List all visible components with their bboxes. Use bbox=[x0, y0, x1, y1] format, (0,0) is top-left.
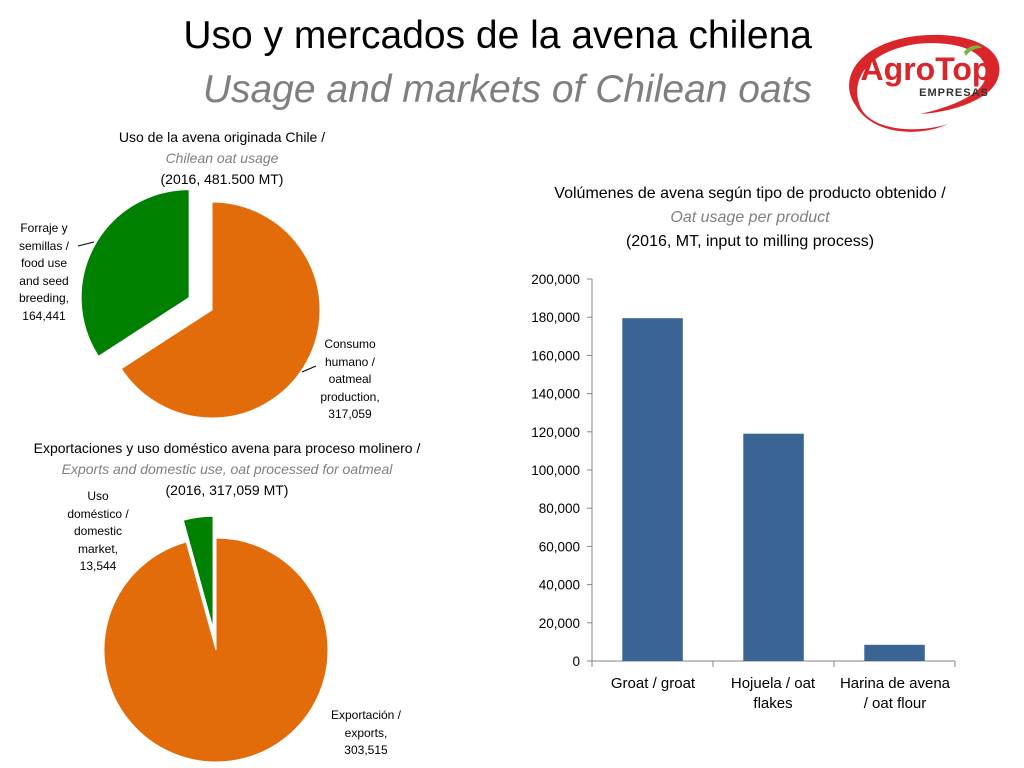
pie2-label-exportacion-l2: exports, bbox=[344, 725, 388, 740]
bar-y-tick-label: 60,000 bbox=[539, 539, 580, 554]
pie2-label-domestico-l1: Uso bbox=[87, 489, 109, 503]
pie1-label-forraje-l4: and seed bbox=[19, 273, 69, 288]
pie2-label-exportacion-l1: Exportación / bbox=[330, 708, 402, 722]
pie1-title-block: Uso de la avena originada Chile / Chilea… bbox=[60, 127, 384, 190]
bar-y-tick-label: 100,000 bbox=[531, 463, 580, 478]
agrotop-logo: AgroTop EMPRESAS bbox=[849, 34, 1000, 132]
bar-category-label-harina: Harina de avena / oat flour bbox=[833, 674, 957, 714]
bar-y-tick-label: 20,000 bbox=[539, 616, 580, 631]
bar-2 bbox=[743, 433, 804, 661]
pie2-slice-exportacion bbox=[103, 537, 329, 763]
bar-note: (2016, MT, input to milling process) bbox=[625, 233, 875, 250]
pie1-label-consumo-l2: humano / bbox=[324, 354, 376, 369]
bar-y-tick-label: 40,000 bbox=[539, 578, 580, 593]
bar-y-tick-label: 140,000 bbox=[531, 387, 580, 402]
pie2-note: (2016, 317,059 MT) bbox=[165, 482, 289, 498]
pie2-label-exportacion-l3: 303,515 bbox=[344, 743, 388, 757]
logo-sub-text: EMPRESAS bbox=[919, 87, 989, 99]
bar-y-tick-label: 0 bbox=[572, 654, 580, 669]
bar-1 bbox=[622, 318, 683, 661]
bar-category-label-hojuela: Hojuela / oat flakes bbox=[713, 674, 833, 714]
pie2-title-block: Exportaciones y uso doméstico avena para… bbox=[4, 438, 450, 501]
pie1-label-consumo-l1: Consumo bbox=[324, 337, 376, 351]
bar-y-tick-label: 80,000 bbox=[539, 501, 580, 516]
pie1-label-forraje: Forraje y semillas / food use and seed b… bbox=[4, 220, 84, 325]
bar-category-harina-l2: / oat flour bbox=[863, 695, 927, 712]
pie2-label-domestico-l4: market, bbox=[77, 541, 118, 556]
pie1-note: (2016, 481.500 MT) bbox=[160, 171, 284, 187]
logo-brand-text: AgroTop bbox=[861, 51, 992, 87]
pie1-slice-forraje bbox=[80, 189, 190, 358]
bar-3 bbox=[864, 644, 925, 661]
pie1-label-forraje-l3: food use bbox=[20, 256, 68, 270]
bar-y-tick-label: 120,000 bbox=[531, 425, 580, 440]
pie2-label-domestico-l5: 13,544 bbox=[79, 559, 117, 573]
pie1-leader-line bbox=[77, 241, 95, 247]
bar-category-label-groat: Groat / groat bbox=[593, 674, 713, 694]
pie1-label-forraje-l1: Forraje y bbox=[20, 221, 68, 235]
pie2-slice-domestico bbox=[182, 515, 214, 629]
bar-subtitle: Oat usage per product bbox=[670, 209, 830, 226]
bar-category-hojuela-l2: flakes bbox=[753, 695, 793, 712]
bar-y-tick-label: 160,000 bbox=[531, 348, 580, 363]
pie1-title: Uso de la avena originada Chile / bbox=[118, 129, 326, 145]
pie1-label-forraje-l5: breeding, bbox=[18, 291, 70, 305]
pie1-label-consumo-l5: 317,059 bbox=[328, 407, 372, 421]
pie1-label-consumo-l3: oatmeal bbox=[328, 372, 372, 386]
page-title: Uso y mercados de la avena chilena bbox=[183, 14, 812, 57]
pie1-label-consumo: Consumo humano / oatmeal production, 317… bbox=[306, 336, 394, 424]
page-subtitle: Usage and markets of Chilean oats bbox=[202, 68, 812, 111]
pie1-subtitle: Chilean oat usage bbox=[165, 150, 279, 166]
bar-y-tick-label: 200,000 bbox=[531, 272, 580, 287]
pie2-title: Exportaciones y uso doméstico avena para… bbox=[33, 440, 421, 456]
pie2-label-domestico-l3: domestic bbox=[73, 524, 123, 538]
bar-category-groat-l1: Groat / groat bbox=[610, 675, 696, 692]
pie1-slice-consumo bbox=[120, 201, 321, 419]
pie2-subtitle: Exports and domestic use, oat processed … bbox=[61, 461, 393, 477]
pie2-label-exportacion: Exportación / exports, 303,515 bbox=[318, 707, 414, 760]
pie2-label-domestico-l2: doméstico / bbox=[67, 506, 129, 521]
bar-category-harina-l1: Harina de avena bbox=[839, 675, 951, 692]
pie1-label-forraje-l2: semillas / bbox=[18, 238, 69, 253]
bar-y-tick-label: 180,000 bbox=[531, 310, 580, 325]
pie1-label-consumo-l4: production, bbox=[320, 389, 380, 404]
bar-category-hojuela-l1: Hojuela / oat bbox=[730, 675, 816, 692]
bar-title-block: Volúmenes de avena según tipo de product… bbox=[500, 182, 1000, 254]
pie2-label-domestico: Uso doméstico / domestic market, 13,544 bbox=[56, 488, 140, 576]
logo-leaf-icon bbox=[964, 45, 982, 56]
pie1-leader-line-2 bbox=[301, 365, 317, 373]
pie1-label-forraje-l6: 164,441 bbox=[22, 308, 66, 323]
bar-title: Volúmenes de avena según tipo de product… bbox=[554, 185, 946, 202]
